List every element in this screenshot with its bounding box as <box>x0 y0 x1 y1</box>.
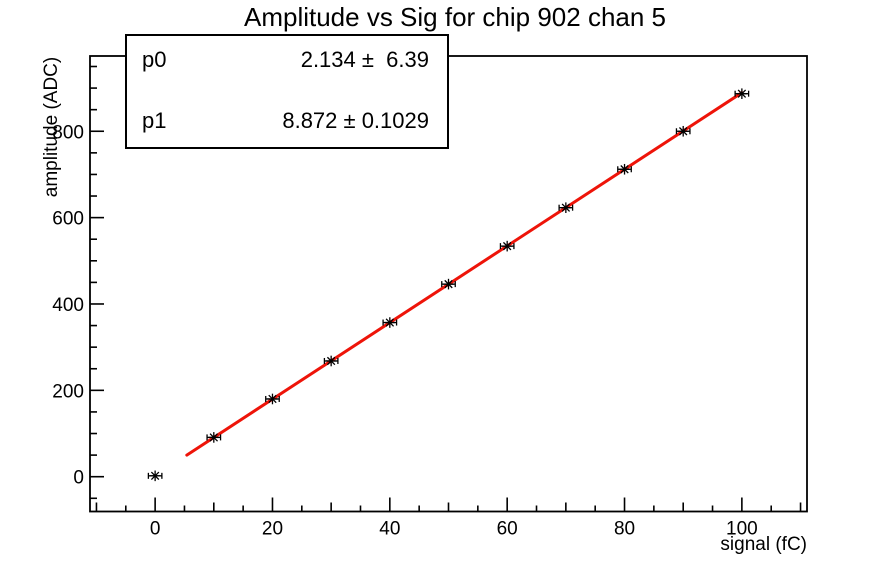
stats-row-p1: p1 8.872 ± 0.1029 <box>142 108 429 134</box>
y-axis-title: amplitude (ADC) <box>41 56 62 198</box>
data-point <box>499 240 515 252</box>
x-tick-label: 100 <box>726 519 758 540</box>
x-axis-title: signal (fC) <box>720 534 807 555</box>
x-tick-label: 0 <box>150 519 161 540</box>
chart-title: Amplitude vs Sig for chip 902 chan 5 <box>243 2 667 32</box>
y-tick-label: 400 <box>52 295 84 316</box>
param-value-p0: 2.134 ± 6.39 <box>300 47 429 72</box>
param-name-p1: p1 <box>142 108 167 133</box>
data-point <box>734 88 750 99</box>
data-point <box>206 432 222 443</box>
fit-line <box>185 91 744 457</box>
y-tick-label: 800 <box>52 122 84 143</box>
fit-stats-box: p0 2.134 ± 6.39 p1 8.872 ± 0.1029 <box>125 34 449 149</box>
data-point <box>382 317 398 328</box>
stats-row-p0: p0 2.134 ± 6.39 <box>142 47 429 73</box>
y-tick-label: 200 <box>52 381 84 402</box>
data-point <box>441 278 456 290</box>
y-tick-label: 0 <box>73 468 84 489</box>
param-value-p1: 8.872 ± 0.1029 <box>282 108 429 133</box>
x-tick-label: 80 <box>614 519 635 540</box>
data-point <box>675 125 691 137</box>
data-point <box>323 355 339 367</box>
x-tick-label: 60 <box>497 519 518 540</box>
data-point <box>147 470 163 482</box>
data-point <box>558 202 574 213</box>
data-point <box>617 163 632 175</box>
data-point <box>265 393 280 405</box>
param-name-p0: p0 <box>142 47 167 72</box>
y-tick-label: 600 <box>52 209 84 230</box>
x-tick-label: 20 <box>262 519 283 540</box>
x-tick-label: 40 <box>379 519 400 540</box>
